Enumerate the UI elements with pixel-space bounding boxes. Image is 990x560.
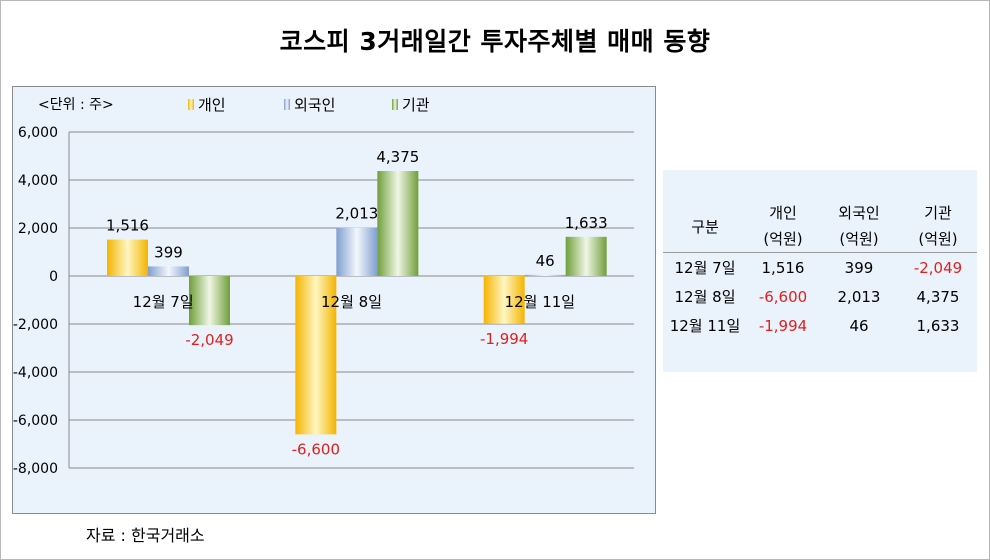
legend-label-individual: 개인 [198, 96, 226, 114]
table-cell: 399 [844, 258, 874, 277]
data-label: 399 [154, 243, 183, 261]
data-label: -2,049 [185, 331, 233, 349]
data-label: 1,516 [106, 217, 149, 235]
bar-foreign [148, 266, 189, 276]
legend-item-foreign: 외국인 [284, 94, 335, 115]
table-header-foreign: 외국인 (억원) [819, 200, 899, 253]
bar-foreign [336, 227, 378, 276]
legend-swatch-foreign [284, 99, 290, 110]
category-label: 12월 11일 [505, 293, 576, 311]
data-label: -1,994 [480, 330, 528, 348]
y-tick-label: 2,000 [18, 221, 58, 237]
data-label: 46 [536, 252, 555, 270]
table-cell: 1,633 [916, 316, 960, 335]
category-label: 12월 8일 [321, 293, 382, 311]
data-label: 4,375 [376, 148, 419, 166]
table-cell: 2,013 [837, 287, 881, 306]
bar-foreign [524, 274, 566, 276]
table-header-institution: 기관 (억원) [899, 200, 977, 253]
unit-label: <단위 : 주> [38, 97, 114, 113]
table-header-individual: 개인 (억원) [747, 200, 819, 253]
data-label: -6,600 [292, 440, 340, 458]
table-cell: 12월 8일 [674, 288, 736, 306]
bar-individual [483, 276, 525, 324]
bar-institution [565, 236, 607, 276]
y-tick-label: 0 [49, 269, 58, 285]
bar-institution [377, 171, 419, 276]
table-row: 12월 7일 1,516 399 -2,049 [663, 253, 977, 283]
bar-individual [107, 239, 148, 276]
legend-swatch-institution [392, 99, 398, 110]
legend-item-individual: 개인 [188, 94, 226, 115]
data-label: 1,633 [565, 214, 608, 232]
source-note: 자료 : 한국거래소 [86, 526, 205, 545]
y-tick-label: 4,000 [18, 173, 58, 189]
bar-institution [189, 276, 230, 326]
table-header-category: 구분 [663, 200, 747, 253]
y-tick-label: -8,000 [13, 461, 58, 477]
y-tick-label: -2,000 [13, 317, 58, 333]
y-tick-label: -6,000 [13, 413, 58, 429]
table-cell: 46 [849, 316, 869, 335]
category-label: 12월 7일 [133, 293, 194, 311]
table-cell: 1,516 [761, 258, 805, 277]
table-cell: -1,994 [758, 316, 808, 335]
legend-item-institution: 기관 [392, 94, 430, 115]
table-cell: -2,049 [913, 258, 963, 277]
legend-label-institution: 기관 [402, 96, 430, 114]
legend-swatch-individual [188, 99, 194, 110]
table-cell: 12월 11일 [669, 317, 741, 335]
legend-label-foreign: 외국인 [294, 96, 336, 114]
y-tick-label: -4,000 [13, 365, 58, 381]
bar-individual [295, 276, 337, 435]
data-table: 구분 개인 (억원) 외국인 (억원) 기관 (억원) 12월 7일 1,516 39… [663, 200, 977, 340]
table-cell: -6,600 [758, 287, 808, 306]
table-cell: 4,375 [916, 287, 960, 306]
table-row: 12월 8일 -6,600 2,013 4,375 [663, 282, 977, 311]
data-table-panel: 구분 개인 (억원) 외국인 (억원) 기관 (억원) 12월 7일 1,516 39… [663, 170, 977, 372]
table-row: 12월 11일 -1,994 46 1,633 [663, 311, 977, 340]
table-cell: 12월 7일 [674, 259, 736, 277]
y-tick-label: 6,000 [18, 125, 58, 141]
data-label: 2,013 [335, 205, 378, 223]
table-header-row: 구분 개인 (억원) 외국인 (억원) 기관 (억원) [663, 200, 977, 253]
chart-title: 코스피 3거래일간 투자주체별 매매 동향 [279, 27, 711, 56]
